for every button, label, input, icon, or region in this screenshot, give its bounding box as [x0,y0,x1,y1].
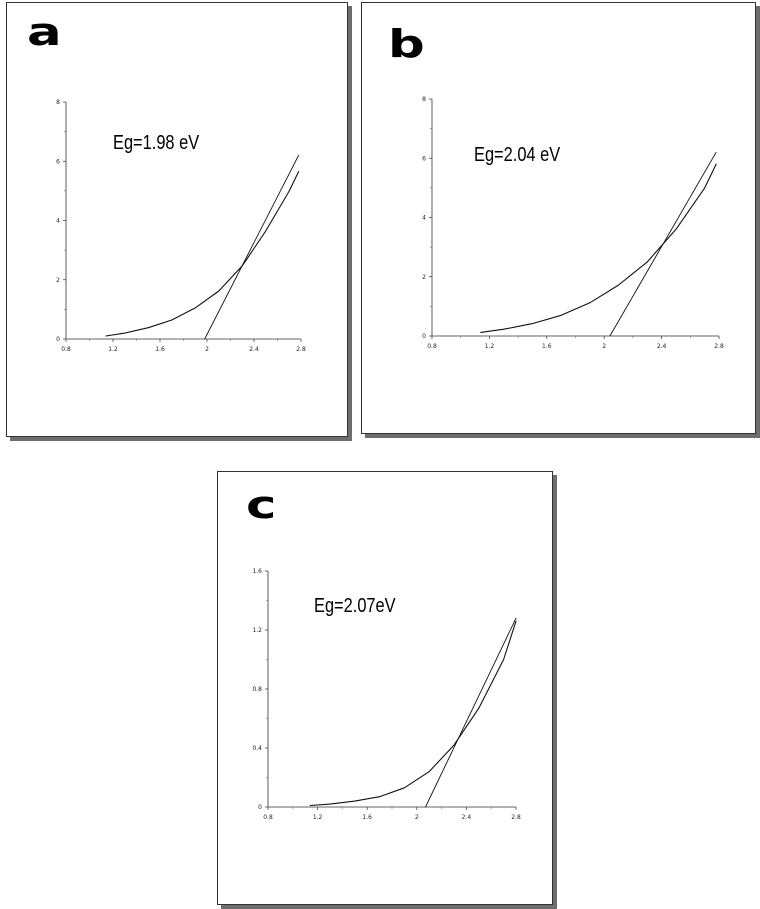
x-tick-label-a: 1.2 [108,346,118,353]
panel-letter-c: c [246,483,277,527]
chart-panel-c: c Eg=2.07eV 0.8 1.2 1.6 2 2.4 2.8 0 0.4 0.8 1.2 1.… [217,471,553,905]
x-tick-label-b: 2.8 [714,343,724,350]
y-tick-label-c: 0.4 [252,745,262,752]
x-tick-label-b: 1.6 [542,343,552,350]
x-tick-label-c: 2.8 [511,814,521,821]
x-tick-label-c: 2.4 [462,814,472,821]
plot-b: 0.8 1.2 1.6 2 2.4 2.8 0 2 4 6 8 [422,96,724,350]
x-tick-label-a: 1.6 [155,346,165,353]
tangent-line-b [609,151,717,337]
x-tick-label-c: 0.8 [263,814,273,821]
x-tick-label-a: 2.8 [296,346,306,353]
tangent-line-c [425,617,517,808]
bandgap-label-c: Eg=2.07eV [314,595,396,617]
x-tick-label-a: 2 [205,346,209,353]
tangent-line-a [204,154,300,340]
absorption-curve-a [105,171,300,337]
bandgap-label-b: Eg=2.04 eV [474,144,561,166]
chart-panel-a: a Eg=1.98 eV 0.8 1.2 1.6 2 2.4 2.8 0 2 4 6 8 [6,2,348,437]
x-tick-label-a: 2.4 [249,346,259,353]
y-tick-label-c: 0 [258,804,262,811]
y-tick-label-c: 1.2 [252,627,262,634]
y-tick-label-b: 2 [422,274,426,281]
y-tick-label-b: 4 [422,215,426,222]
absorption-curve-b [480,163,717,333]
panel-letter-a: a [27,10,62,54]
x-tick-label-c: 1.6 [362,814,372,821]
x-tick-label-b: 1.2 [485,343,495,350]
x-tick-label-c: 1.2 [313,814,323,821]
x-tick-label-c: 2 [415,814,419,821]
y-tick-label-a: 6 [56,158,60,165]
y-tick-label-a: 8 [56,99,60,106]
y-tick-label-b: 8 [422,96,426,103]
y-tick-label-c: 1.6 [252,568,262,575]
chart-panel-b: b Eg=2.04 eV 0.8 1.2 1.6 2 2.4 2.8 0 2 4 6 8 [361,2,756,434]
absorption-curve-c [309,620,517,807]
y-tick-label-a: 4 [56,218,60,225]
y-tick-label-b: 6 [422,155,426,162]
panel-letter-b: b [388,22,425,66]
y-tick-label-a: 0 [56,336,60,343]
y-tick-label-b: 0 [422,333,426,340]
x-tick-label-b: 2.4 [657,343,667,350]
x-tick-label-b: 0.8 [427,343,437,350]
y-tick-label-c: 0.8 [252,686,262,693]
x-tick-label-b: 2 [602,343,606,350]
plot-c: 0.8 1.2 1.6 2 2.4 2.8 0 0.4 0.8 1.2 1.6 [252,568,521,821]
y-tick-label-a: 2 [56,277,60,284]
x-tick-label-a: 0.8 [61,346,71,353]
plot-a: 0.8 1.2 1.6 2 2.4 2.8 0 2 4 6 8 [56,99,306,353]
bandgap-label-a: Eg=1.98 eV [113,132,200,154]
